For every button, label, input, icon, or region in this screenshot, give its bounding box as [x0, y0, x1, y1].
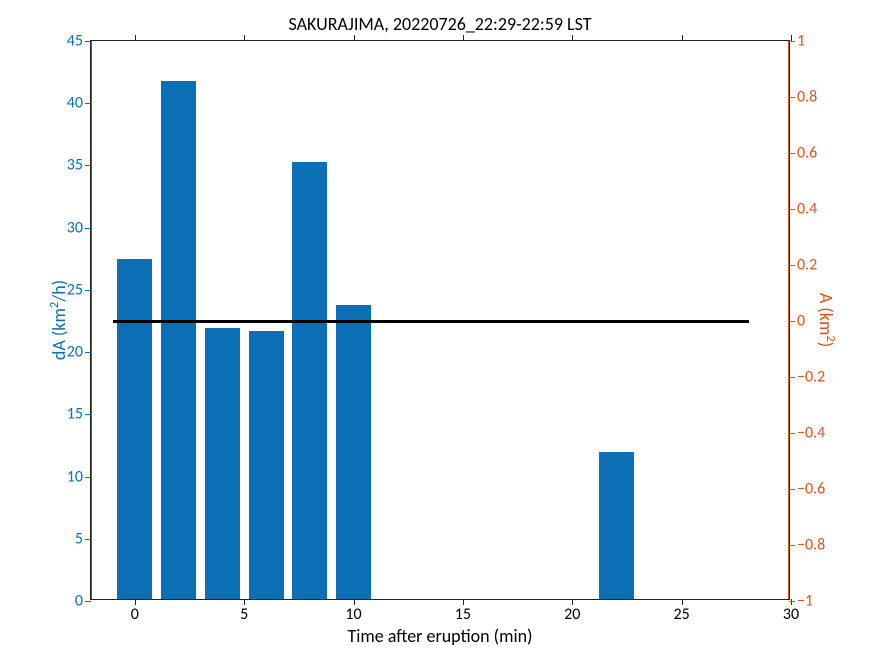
y-left-tick-label: 25: [67, 280, 91, 299]
x-tick-mark-top: [135, 35, 136, 41]
y-right-tick-label: −0.8: [789, 536, 825, 555]
y-right-tick-label: 0.4: [789, 200, 817, 219]
y-right-tick-label: −0.6: [789, 480, 825, 499]
y-right-tick-label: 0.8: [789, 88, 817, 107]
x-axis-label: Time after eruption (min): [91, 625, 789, 647]
bar: [292, 162, 327, 599]
plot-area: SAKURAJIMA, 20220726_22:29-22:59 LST Tim…: [90, 40, 790, 600]
y-right-tick-label: 1: [789, 32, 805, 51]
y-right-tick-label: −1: [789, 592, 813, 611]
x-tick-mark-top: [572, 35, 573, 41]
y-right-tick-label: 0.6: [789, 144, 817, 163]
chart-container: SAKURAJIMA, 20220726_22:29-22:59 LST Tim…: [90, 40, 790, 600]
y-right-spine: [788, 41, 789, 599]
bar: [336, 305, 371, 599]
y-left-tick-label: 0: [75, 592, 91, 611]
x-tick-mark-top: [244, 35, 245, 41]
chart-title: SAKURAJIMA, 20220726_22:29-22:59 LST: [91, 13, 789, 35]
y-axis-right-label: A (km2): [815, 293, 837, 347]
y-right-tick-label: −0.2: [789, 368, 825, 387]
x-tick-label: 0: [131, 599, 139, 624]
x-tick-label: 10: [345, 599, 361, 624]
y-left-tick-label: 30: [67, 218, 91, 237]
bar: [161, 81, 196, 599]
y-left-tick-label: 5: [75, 529, 91, 548]
y-left-tick-label: 35: [67, 156, 91, 175]
x-tick-label: 25: [674, 599, 690, 624]
bar: [117, 259, 152, 599]
bar: [599, 452, 634, 599]
y-left-tick-label: 20: [67, 343, 91, 362]
x-tick-mark-top: [463, 35, 464, 41]
y-left-tick-label: 40: [67, 94, 91, 113]
x-tick-label: 20: [564, 599, 580, 624]
bar: [249, 331, 284, 599]
x-tick-label: 5: [240, 599, 248, 624]
y-left-tick-label: 15: [67, 405, 91, 424]
x-tick-mark-top: [682, 35, 683, 41]
y-right-tick-label: −0.4: [789, 424, 825, 443]
bar: [205, 328, 240, 599]
x-tick-mark-top: [354, 35, 355, 41]
reference-line: [113, 320, 750, 323]
y-left-tick-label: 10: [67, 467, 91, 486]
y-left-tick-label: 45: [67, 32, 91, 51]
y-right-tick-label: 0: [789, 312, 805, 331]
y-left-spine: [91, 41, 92, 599]
y-right-tick-label: 0.2: [789, 256, 817, 275]
x-tick-label: 15: [455, 599, 471, 624]
